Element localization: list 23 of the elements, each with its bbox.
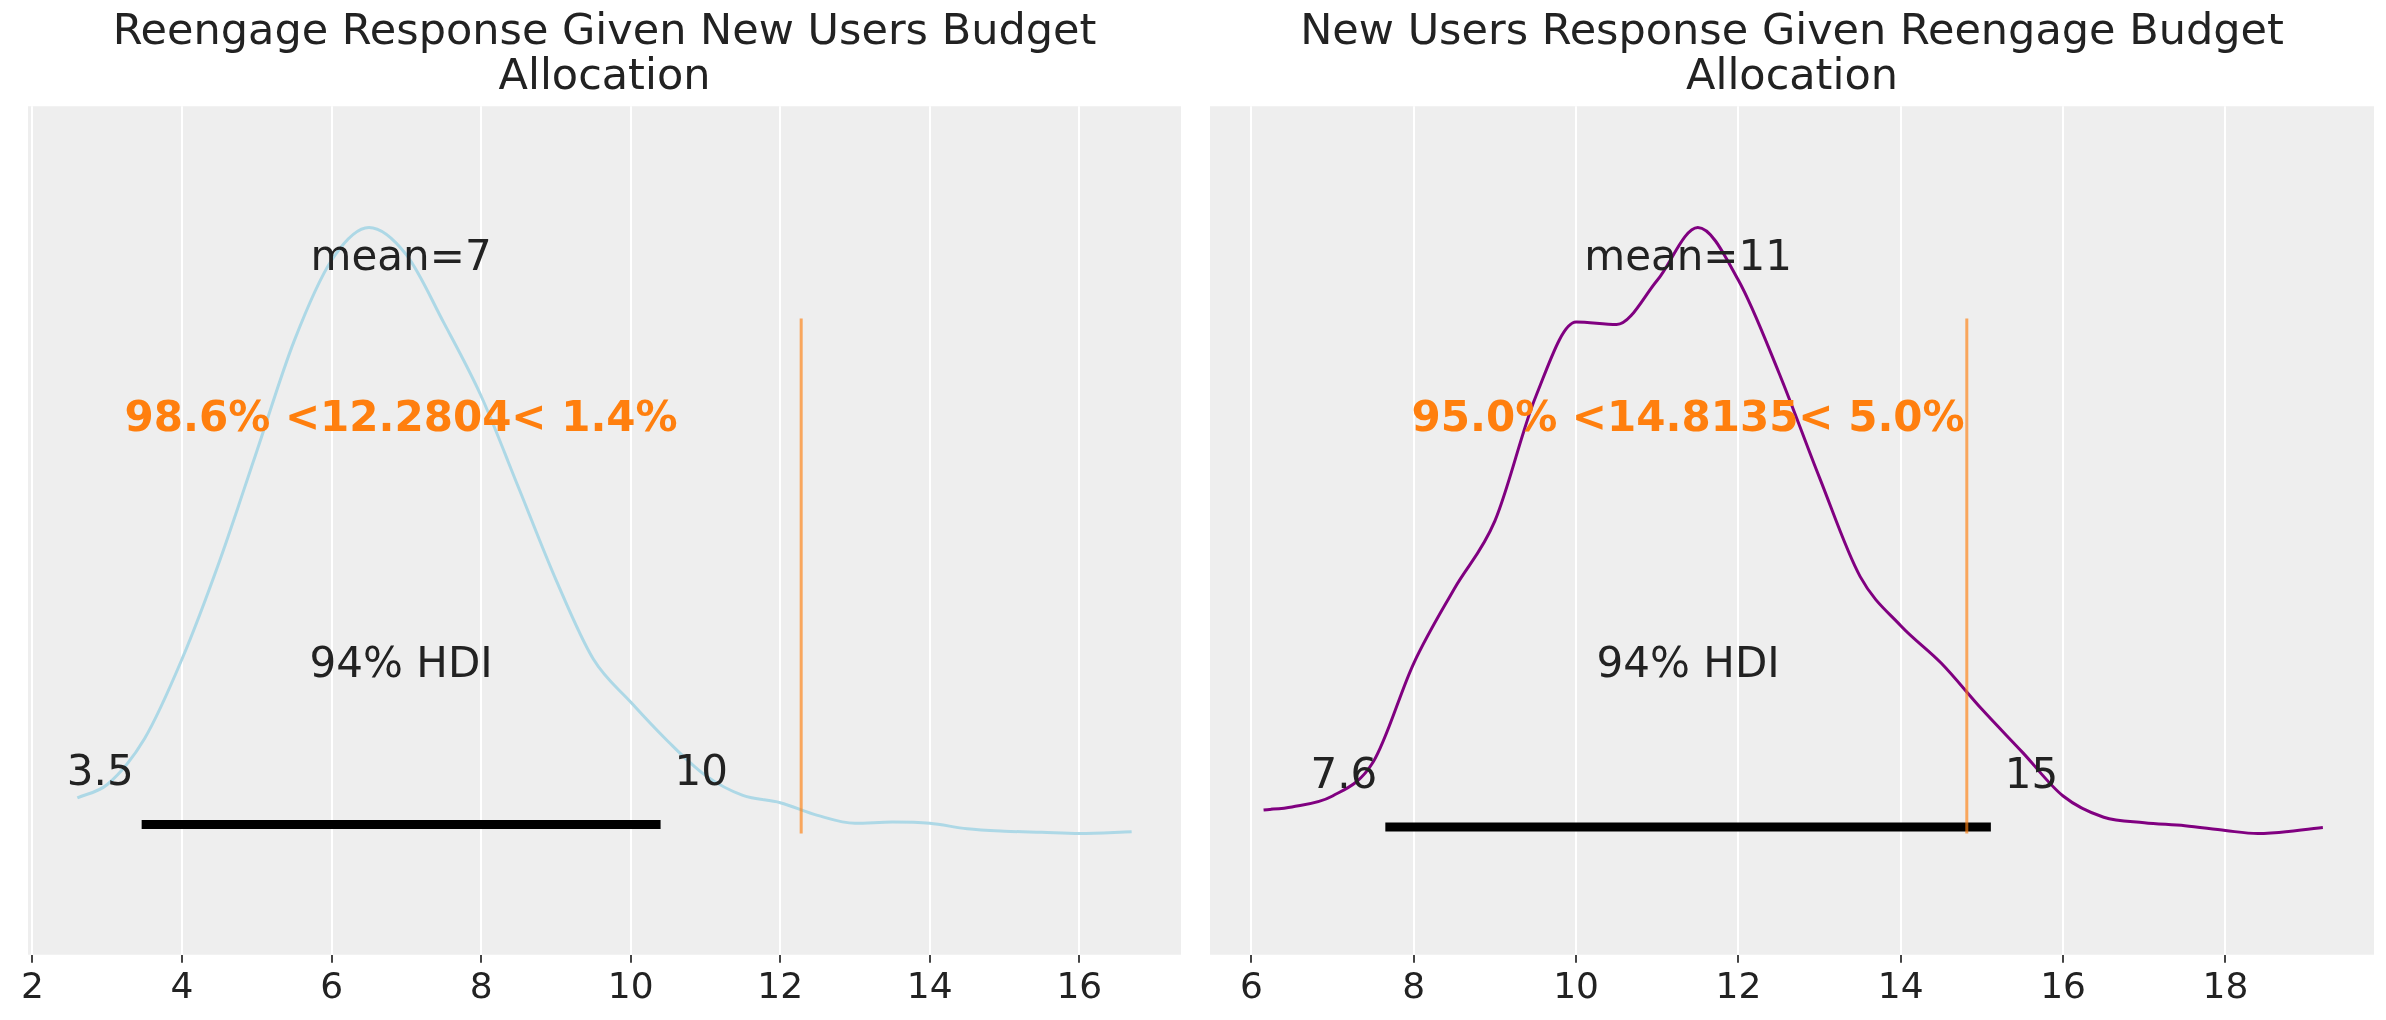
x-tick-label: 4 xyxy=(170,964,194,1006)
x-tick-label: 10 xyxy=(607,964,654,1006)
x-tick-label: 12 xyxy=(1715,964,1762,1006)
annotation: 3.5 xyxy=(66,746,134,796)
x-tick-label: 2 xyxy=(21,964,44,1006)
ref-line-label: 98.6% <12.2804< 1.4% xyxy=(124,392,678,442)
x-tick-label: 10 xyxy=(1553,964,1599,1006)
x-tick-label: 16 xyxy=(2040,964,2087,1006)
x-tick-label: 6 xyxy=(320,964,344,1006)
x-tick-label: 14 xyxy=(1877,964,1924,1006)
annotation: 94% HDI xyxy=(1596,638,1780,688)
x-tick-label: 8 xyxy=(469,964,493,1006)
annotation: mean=7 xyxy=(310,230,492,280)
x-tick-label: 16 xyxy=(1056,964,1103,1006)
annotation: 94% HDI xyxy=(309,638,493,688)
annotation: 10 xyxy=(674,746,729,796)
x-tick-label: 8 xyxy=(1402,964,1426,1006)
chart-title: Reengage Response Given New Users Budget Allocation xyxy=(112,3,1097,99)
x-tick-label: 6 xyxy=(1239,964,1263,1006)
chart-title: New Users Response Given Reengage Budget Allocation xyxy=(1300,3,2284,99)
x-tick-label: 14 xyxy=(906,964,953,1006)
x-tick-label: 18 xyxy=(2202,964,2249,1006)
x-tick-label: 12 xyxy=(757,964,804,1006)
